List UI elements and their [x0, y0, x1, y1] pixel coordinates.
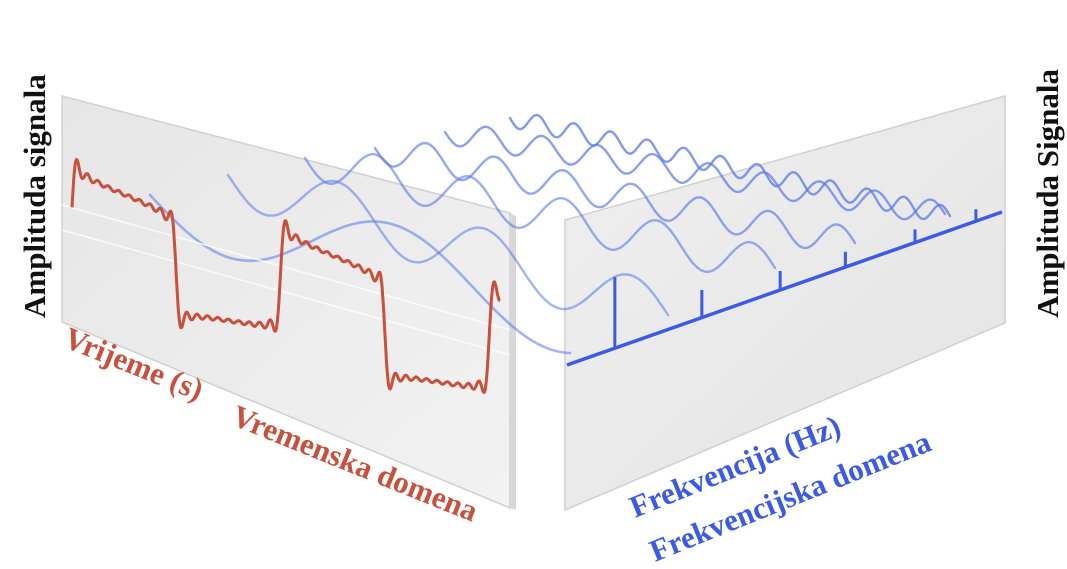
harmonic-wave	[226, 173, 670, 317]
time-domain-panel-edge	[510, 213, 516, 510]
right-amplitude-label: Amplituda Signala	[1030, 69, 1065, 318]
frequency-domain-panel	[564, 95, 1006, 512]
harmonic-wave	[373, 141, 857, 250]
harmonic-wave	[148, 193, 572, 355]
frequency-axis-line	[566, 210, 1003, 367]
time-gridline	[61, 204, 511, 331]
harmonic-wave	[443, 125, 947, 221]
square-wave-path	[70, 158, 501, 394]
frequency-spectrum	[566, 209, 1003, 367]
time-domain-signal	[61, 158, 511, 394]
time-gridline	[61, 229, 511, 356]
harmonic-waves	[148, 113, 952, 355]
left-amplitude-label: Amplituda signala	[17, 74, 52, 318]
harmonic-wave	[508, 113, 952, 221]
